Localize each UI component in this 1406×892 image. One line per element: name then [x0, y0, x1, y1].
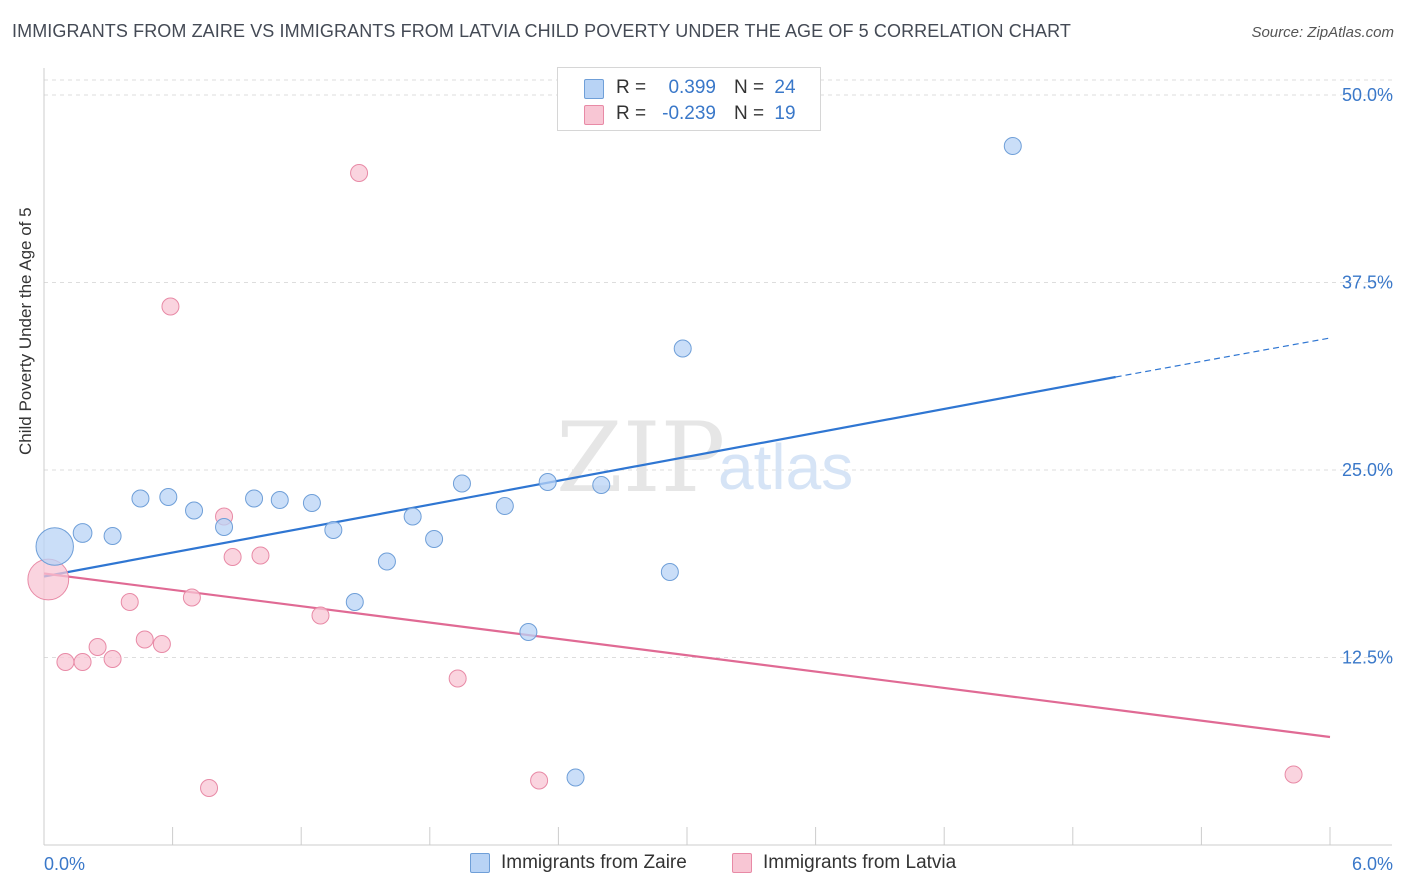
zaire-point: [159, 488, 178, 506]
latvia-point: [161, 297, 180, 316]
n-value: 24: [774, 77, 796, 98]
source-credit: Source: ZipAtlas.com: [1251, 24, 1394, 41]
zaire-point: [270, 491, 289, 509]
r-label: R =: [616, 103, 647, 124]
latvia-point: [152, 635, 171, 653]
latvia-legend-label: Immigrants from Latvia: [763, 852, 957, 873]
r-label: R =: [616, 77, 647, 98]
zaire-point: [245, 489, 264, 508]
latvia-point: [448, 669, 467, 688]
latvia-point: [27, 558, 70, 601]
latvia-point: [182, 588, 201, 607]
latvia-point: [251, 546, 270, 565]
latvia-point: [200, 779, 219, 797]
zaire-legend-swatch: [470, 853, 490, 873]
latvia-swatch: [584, 105, 604, 125]
legend-row-zaire: R = 0.399 N = 24: [558, 76, 820, 102]
zaire-trend-line: [43, 375, 1116, 578]
zaire-point: [452, 474, 471, 493]
zaire-point: [673, 339, 692, 358]
latvia-point: [73, 653, 92, 671]
tick-labels: 12.5% 25.0% 37.5% 50.0% 0.0% 6.0%: [44, 85, 1393, 874]
zaire-legend-label: Immigrants from Zaire: [501, 852, 687, 873]
latvia-point: [311, 606, 330, 625]
watermark: ZIP atlas: [556, 402, 853, 514]
zaire-swatch: [584, 79, 604, 99]
latvia-point: [103, 650, 122, 668]
zaire-point: [72, 523, 93, 543]
watermark-atlas: atlas: [718, 431, 853, 503]
zaire-point: [377, 552, 396, 571]
legend-row-latvia: R = -0.239 N = 19: [558, 102, 820, 128]
zaire-point: [35, 527, 74, 566]
zaire-point: [660, 563, 679, 581]
zaire-point: [495, 497, 514, 515]
zaire-point: [403, 507, 422, 526]
r-value: 0.399: [668, 77, 716, 98]
trend-lines: [43, 337, 1331, 739]
r-value: -0.239: [662, 103, 716, 124]
zaire-point: [566, 768, 585, 787]
n-label: N =: [734, 77, 765, 98]
zaire-trend-extension: [1115, 337, 1331, 378]
chart-title: IMMIGRANTS FROM ZAIRE VS IMMIGRANTS FROM…: [12, 21, 1071, 41]
zaire-point: [1003, 137, 1022, 155]
y-tick-label: 12.5%: [1342, 648, 1393, 668]
zaire-point: [185, 501, 204, 520]
n-value: 19: [774, 103, 796, 124]
axes: [43, 68, 1392, 846]
x-tick-label: 0.0%: [44, 854, 85, 874]
data-points: [27, 137, 1303, 797]
watermark-zip: ZIP: [556, 402, 725, 514]
x-tick-label: 6.0%: [1352, 854, 1393, 874]
grid-lines: [44, 79, 1392, 658]
latvia-point: [530, 771, 549, 790]
latvia-trend-line: [43, 572, 1331, 739]
latvia-point: [88, 638, 107, 656]
zaire-point: [131, 489, 150, 508]
y-axis-label: Child Poverty Under the Age of 5: [16, 207, 35, 455]
zaire-point: [345, 593, 364, 611]
zaire-point: [538, 473, 557, 491]
zaire-point: [103, 527, 122, 545]
n-label: N =: [734, 103, 765, 124]
zaire-point: [425, 530, 444, 548]
latvia-point: [350, 164, 369, 182]
zaire-point: [215, 518, 234, 536]
y-tick-label: 50.0%: [1342, 85, 1393, 105]
latvia-point: [56, 653, 75, 671]
latvia-legend-swatch: [732, 853, 752, 873]
zaire-point: [302, 494, 321, 512]
latvia-point: [1284, 765, 1303, 784]
zaire-point: [519, 623, 538, 641]
y-tick-label: 37.5%: [1342, 273, 1393, 293]
zaire-point: [592, 476, 611, 494]
latvia-point: [135, 630, 154, 649]
latvia-point: [223, 548, 242, 566]
y-tick-label: 25.0%: [1342, 460, 1393, 480]
zaire-point: [324, 521, 343, 539]
stats-legend: R = 0.399 N = 24 R = -0.239 N = 19: [557, 67, 821, 131]
latvia-point: [120, 593, 139, 611]
